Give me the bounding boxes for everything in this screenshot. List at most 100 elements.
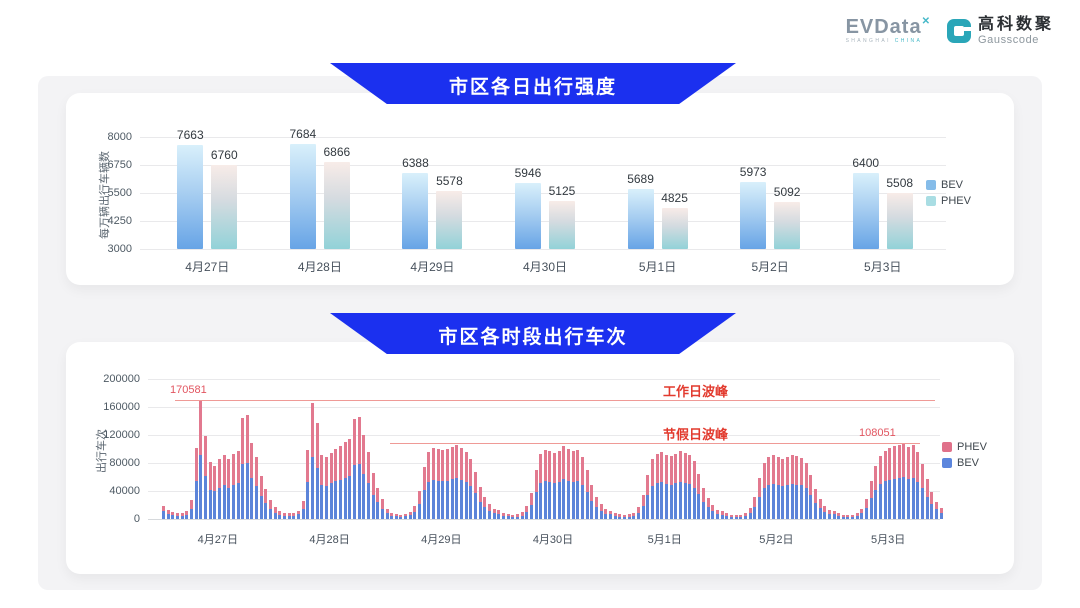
bar-bev-segment — [497, 514, 501, 519]
bar-phev-segment — [767, 457, 771, 486]
hour-bar-stack — [180, 513, 184, 519]
chart2-legend-item-phev[interactable]: PHEV — [942, 441, 987, 453]
hour-bar-stack — [930, 491, 934, 519]
chart2-gridline — [148, 379, 940, 380]
bar-phev-segment — [855, 513, 859, 516]
hour-bar-stack — [725, 513, 729, 519]
bar-bev-segment — [813, 502, 817, 519]
bar-phev-segment — [720, 511, 724, 515]
bar-phev-segment — [771, 455, 775, 484]
bar-bev-segment — [441, 481, 445, 519]
chart2-y-tick: 0 — [133, 513, 140, 525]
bar-bev-segment — [534, 492, 538, 519]
hour-bar-stack — [208, 462, 212, 519]
chart1-legend-item-bev[interactable]: BEV — [926, 179, 971, 191]
bar-bev-segment — [404, 516, 408, 519]
bar-phev-segment — [678, 451, 682, 482]
bar-bev-segment — [366, 483, 370, 519]
bar-phev-segment — [818, 498, 822, 508]
bar-bev-segment — [483, 507, 487, 519]
hour-bar-stack — [813, 488, 817, 519]
chart2-legend-item-bev[interactable]: BEV — [942, 457, 987, 469]
bar-phev-segment — [450, 446, 454, 480]
bar-phev-segment — [385, 509, 389, 514]
hour-bar-stack — [460, 447, 463, 519]
chart2-y-tick: 80000 — [109, 457, 140, 469]
bar-bev-segment — [585, 492, 589, 519]
hour-bar-stack — [227, 458, 231, 519]
bar-phev-segment — [162, 505, 165, 512]
bar-phev-segment — [315, 423, 319, 468]
bar-bev-segment — [213, 491, 217, 519]
hour-bar-stack — [804, 463, 808, 519]
bar-bev-segment — [371, 494, 375, 519]
chart1-bar-group: 5946 5125 — [489, 137, 602, 249]
bar-bev-segment — [725, 515, 729, 519]
chart1-gridline — [140, 249, 946, 250]
bar-phev-segment — [283, 512, 287, 516]
bar-phev-segment — [432, 447, 436, 480]
chart1-title: 市区各日出行强度 — [448, 77, 617, 98]
bar-bev-segment — [632, 515, 636, 519]
bar-phev-segment — [748, 507, 752, 514]
hour-bar-stack — [841, 514, 845, 519]
hour-bar-stack — [436, 449, 440, 519]
bar-bev-segment — [324, 486, 328, 519]
bar-bev-segment — [739, 516, 743, 519]
chart1-legend-item-phev[interactable]: PHEV — [926, 195, 971, 207]
hour-bar-stack — [175, 513, 179, 519]
hour-bar-stack — [599, 504, 603, 519]
bar-phev-segment — [352, 418, 356, 466]
bar-phev-segment — [455, 444, 459, 479]
hour-bar-stack — [846, 515, 850, 519]
hour-bar-stack — [315, 423, 319, 519]
bar-phev-segment — [660, 451, 664, 482]
bar-bev-segment — [357, 464, 361, 519]
chart2-bars — [162, 379, 944, 519]
bar-bev-segment — [907, 479, 910, 519]
hour-bar-stack — [525, 506, 529, 519]
bar-bev-segment — [776, 484, 780, 519]
hour-bar-stack — [185, 511, 189, 519]
hour-bar-stack — [609, 510, 612, 519]
bar-phev-segment — [753, 497, 757, 508]
workday-peak-line — [175, 399, 935, 401]
hour-bar-stack — [343, 442, 347, 519]
chart1-bar-group: 7684 6866 — [264, 127, 377, 249]
hour-bar-stack — [324, 457, 328, 519]
bar-phev-segment — [897, 444, 901, 479]
chart1-title-banner: 市区各日出行强度 — [330, 63, 736, 104]
bar-bev-segment — [711, 511, 715, 519]
bar-bev-segment — [618, 516, 622, 519]
gausscode-en-name: Gausscode — [977, 33, 1040, 46]
bar-bev-segment — [785, 484, 789, 519]
hour-bar-stack — [674, 453, 678, 519]
hour-bar-stack — [874, 465, 878, 519]
hour-bar-stack — [376, 487, 380, 519]
hour-bar-stack — [925, 479, 929, 519]
hour-bar-stack — [422, 466, 426, 519]
bar-bev-segment — [841, 516, 845, 519]
chart1-y-tick: 5500 — [107, 187, 132, 199]
bar-value-label: 7663 — [176, 127, 204, 142]
bar-bev-segment — [883, 481, 887, 519]
hour-bar-stack — [245, 414, 249, 519]
bar-bev-segment — [851, 516, 855, 519]
bar-phev-segment — [259, 475, 263, 496]
bar-bev-segment — [343, 477, 347, 519]
bar-phev-segment — [278, 511, 282, 515]
bar-bev-segment — [893, 479, 897, 519]
bar-bev-segment — [287, 515, 291, 519]
hour-bar-stack — [795, 456, 799, 519]
bar-phev-segment — [776, 456, 780, 485]
bar-phev-segment — [269, 500, 273, 510]
hour-bar-stack — [832, 510, 836, 519]
bar-bev-segment — [227, 487, 231, 519]
chart1-x-tick: 4月28日 — [297, 260, 342, 274]
bar-bev-segment — [553, 482, 557, 519]
bar-bev: 5689 — [627, 172, 654, 249]
bar-phev-segment — [227, 458, 231, 488]
chart1-bar-group: 6388 5578 — [376, 137, 489, 249]
bar-phev-segment — [553, 452, 557, 483]
bar-phev-segment — [939, 507, 943, 513]
